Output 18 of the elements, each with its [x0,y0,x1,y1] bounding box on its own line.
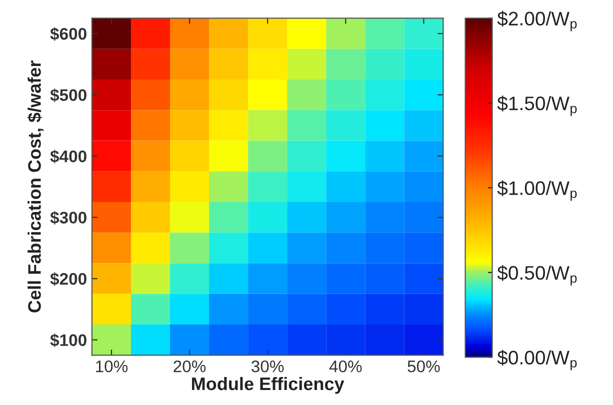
y-axis-title: Cell Fabrication Cost, $/wafer [27,60,44,312]
x-tick-label: 40% [329,360,362,372]
y-tick-label: $600 [50,27,86,41]
x-tick-label: 50% [408,360,440,372]
y-tick-label: $400 [50,150,86,164]
x-tick-label: 10% [96,360,128,372]
color-bar-label: $1.00/W$_{p}$ [497,180,577,201]
color-bar-label: $0.50/W$_{p}$ [497,265,577,286]
color-bar-label: $2.00/W$_{p}$ [497,10,577,32]
y-tick-label: $500 [50,88,86,102]
y-tick-label: $300 [50,211,86,225]
color-bar-label: $0.00/W$_{p}$ [497,350,577,370]
x-tick-label: 30% [252,360,284,372]
y-tick-label: $200 [50,272,86,286]
x-tick-label: 20% [174,360,206,372]
color-bar-label: $1.50/W$_{p}$ [497,96,577,116]
y-tick-label: $100 [50,334,86,348]
x-axis-title: Module Efficiency [192,376,344,394]
